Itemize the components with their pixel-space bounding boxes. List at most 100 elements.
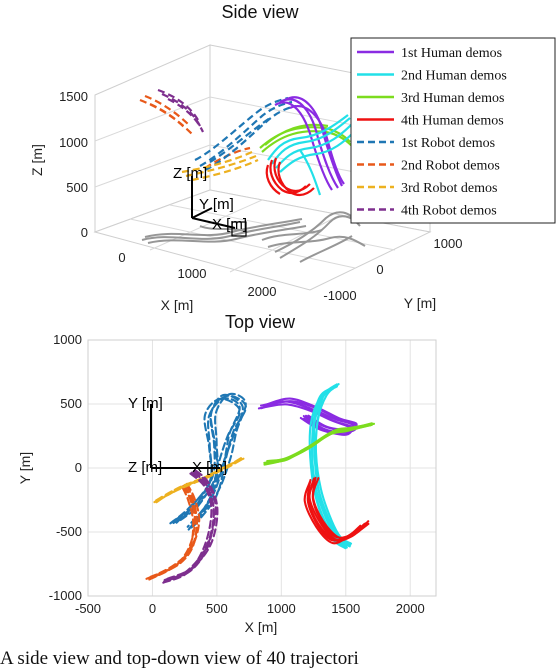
x-tick-label: -500 xyxy=(75,601,101,616)
y-axis-label: Y [m] xyxy=(404,295,436,311)
trajectory-robot4 xyxy=(166,467,219,580)
z-tick: 500 xyxy=(66,180,88,195)
y-tick-label: -1000 xyxy=(49,588,82,603)
side-robot-4-traces xyxy=(157,88,204,133)
trace xyxy=(265,164,281,195)
series-human3 xyxy=(263,422,376,466)
trajectory-robot4 xyxy=(166,468,217,582)
frame-x-axis xyxy=(191,217,236,229)
trace xyxy=(209,117,271,163)
top-view-plot-area xyxy=(87,339,437,597)
legend-label: 3rd Human demos xyxy=(401,91,504,106)
grid-floor-3 xyxy=(149,199,263,251)
trajectory-robot2 xyxy=(152,480,201,579)
series-human1 xyxy=(257,397,358,436)
top-view-chart: Top view Y [m] Z [m] X [m] -500 0 500 1000 1… xyxy=(17,312,437,635)
z-tick: 1500 xyxy=(59,89,88,104)
trace xyxy=(271,117,351,165)
x-tick-label: 2000 xyxy=(396,601,425,616)
top-y-axis-label: Y [m] xyxy=(17,452,33,484)
x-tick-label: 1500 xyxy=(331,601,360,616)
trace xyxy=(277,161,315,197)
trajectory-human4 xyxy=(312,477,370,540)
shadow-trace xyxy=(141,221,301,241)
side-robot-1-traces xyxy=(194,96,297,171)
x-tick: 0 xyxy=(118,250,125,265)
trace xyxy=(267,114,349,161)
figure-caption: A side view and top-down view of 40 traj… xyxy=(0,648,359,668)
trace xyxy=(181,150,253,174)
trajectory-robot3 xyxy=(157,457,245,502)
legend-label: 3rd Robot demos xyxy=(401,181,497,196)
y-tick-label: -500 xyxy=(56,524,82,539)
trace xyxy=(279,131,355,173)
series-robot3 xyxy=(153,456,245,504)
side-view-frame xyxy=(191,176,247,237)
shadow-trace xyxy=(299,235,353,263)
trajectory-robot4 xyxy=(163,469,215,583)
trace xyxy=(144,94,191,127)
trajectory-human2 xyxy=(314,383,353,545)
grid-z-1000-left xyxy=(94,96,211,142)
trace xyxy=(194,96,289,161)
z-axis-label: Z [m] xyxy=(29,144,45,176)
side-human-4-traces xyxy=(265,157,315,197)
x-tick: 2000 xyxy=(248,284,277,299)
y-tick: 0 xyxy=(376,262,383,277)
y-tick-label: 500 xyxy=(60,396,82,411)
trace xyxy=(149,102,193,135)
shadow-trace xyxy=(267,235,366,248)
top-view-title: Top view xyxy=(225,312,296,332)
trace xyxy=(199,100,293,167)
x-tick-label: 1000 xyxy=(267,601,296,616)
top-view-series xyxy=(145,383,376,584)
legend-box xyxy=(350,37,556,224)
side-view-title: Side view xyxy=(221,2,299,22)
trace xyxy=(157,88,199,121)
series-robot2 xyxy=(145,480,201,581)
x-tick: 1000 xyxy=(178,266,207,281)
frame-origin-box xyxy=(231,221,247,237)
legend: 1st Human demos 2nd Human demos 3rd Human … xyxy=(350,37,556,224)
grid-z-500-left xyxy=(94,144,211,188)
shadow-trace xyxy=(261,229,323,241)
trajectory-human4 xyxy=(308,477,367,542)
frame-y-axis xyxy=(191,207,213,219)
x-axis-label: X [m] xyxy=(161,297,194,313)
side-robot-3-traces xyxy=(181,150,259,182)
legend-items: 1st Human demos 2nd Human demos 3rd Human … xyxy=(357,46,507,219)
top-x-axis-label: X [m] xyxy=(245,619,278,635)
legend-label: 4th Robot demos xyxy=(401,204,497,219)
trace xyxy=(191,158,259,182)
side-view-trajectories xyxy=(139,88,355,197)
top-frame-label-x: X [m] xyxy=(192,459,227,476)
legend-label: 2nd Human demos xyxy=(401,69,507,84)
y-tick: 1000 xyxy=(434,236,463,251)
trace xyxy=(299,149,322,196)
trajectory-human3 xyxy=(266,422,376,463)
trajectory-human1 xyxy=(264,397,358,431)
trajectory-human3 xyxy=(265,423,373,465)
x-tick-label: 500 xyxy=(206,601,228,616)
trace xyxy=(167,98,204,133)
x-tick-label: 0 xyxy=(149,601,156,616)
trace xyxy=(185,154,257,178)
top-frame-label-y: Y [m] xyxy=(128,395,163,412)
shadow-trace xyxy=(199,225,249,233)
top-frame-label-z: Z [m] xyxy=(128,459,162,476)
side-human-2-traces xyxy=(267,114,355,196)
legend-label: 1st Robot demos xyxy=(401,136,495,151)
z-tick: 1000 xyxy=(59,135,88,150)
trajectory-robot2 xyxy=(148,481,199,579)
y-tick: -1000 xyxy=(323,288,356,303)
shadow-trace xyxy=(147,225,307,244)
side-frame-label-x: X [m] xyxy=(212,216,247,233)
legend-label: 1st Human demos xyxy=(401,46,502,61)
y-tick-label: 0 xyxy=(75,460,82,475)
top-view-frame xyxy=(150,404,220,469)
z-tick: 0 xyxy=(81,225,88,240)
series-robot4 xyxy=(162,467,219,584)
side-frame-label-z: Z [m] xyxy=(173,165,207,182)
legend-label: 4th Human demos xyxy=(401,114,504,129)
